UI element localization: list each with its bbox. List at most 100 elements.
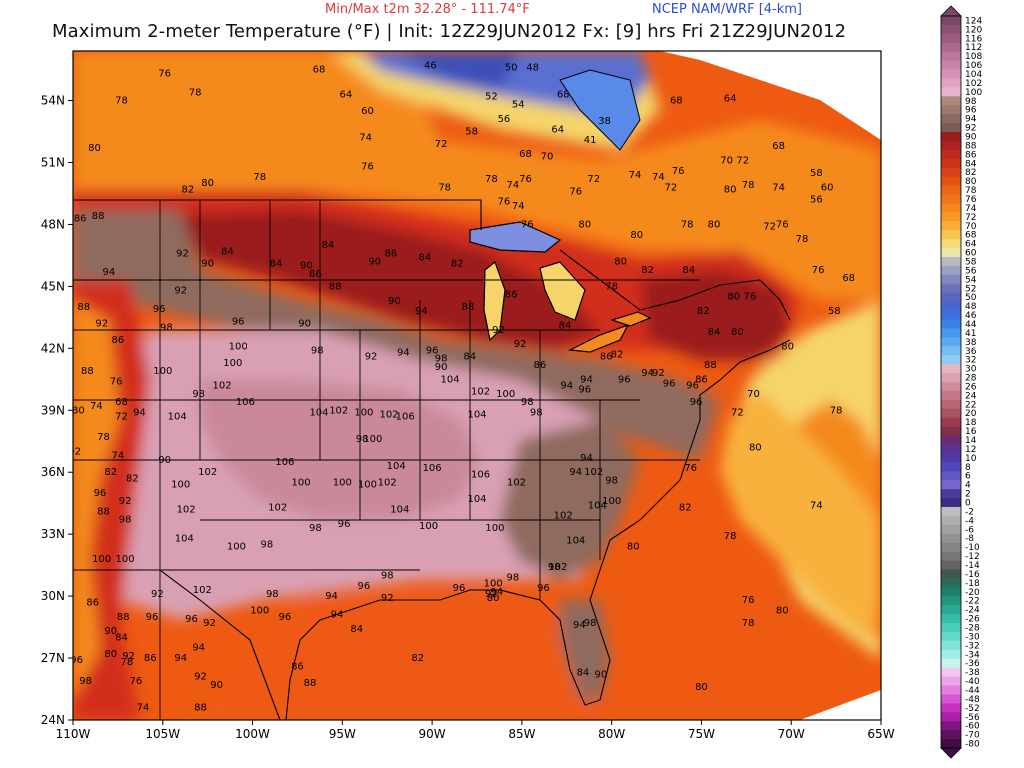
colorbar-swatch (941, 346, 961, 356)
colorbar-label: 36 (965, 347, 977, 357)
temperature-label: 80 (724, 184, 737, 195)
colorbar-swatch (941, 489, 961, 499)
colorbar-label: 102 (965, 79, 982, 89)
temperature-label: 58 (810, 168, 823, 179)
colorbar-label: 20 (965, 409, 977, 419)
colorbar-label: 70 (965, 222, 977, 232)
temperature-label: 88 (97, 506, 110, 517)
colorbar-swatch (941, 676, 961, 686)
temperature-label: 96 (232, 316, 245, 327)
temperature-label: 78 (253, 172, 266, 183)
temperature-label: 72 (731, 407, 744, 418)
temperature-label: 60 (821, 182, 834, 193)
colorbar-swatch (941, 560, 961, 570)
colorbar-label: -48 (965, 695, 980, 705)
colorbar-swatch (941, 685, 961, 695)
colorbar-label: 106 (965, 61, 982, 71)
lat-tick-label: 33N (41, 527, 65, 541)
colorbar-swatch (941, 51, 961, 61)
colorbar-swatch (941, 283, 961, 294)
temperature-label: 78 (681, 219, 694, 230)
colorbar-swatch (941, 328, 961, 338)
temperature-label: 102 (378, 478, 397, 489)
colorbar-swatch (941, 739, 961, 749)
lake-superior (469, 221, 562, 253)
colorbar-label: 76 (965, 195, 977, 205)
temperature-label: 78 (724, 531, 737, 542)
temperature-label: 92 (365, 352, 378, 363)
minmax-subtitle: Min/Max t2m 32.28° - 111.74°F (325, 2, 530, 17)
temperature-label: 80 (104, 649, 117, 660)
temperature-label: 68 (313, 65, 326, 76)
temperature-label: 86 (291, 661, 304, 672)
colorbar-swatch (941, 480, 961, 490)
temperature-label: 90 (595, 670, 608, 681)
temperature-label: 84 (419, 252, 432, 263)
state-lines-ew (73, 279, 700, 571)
temperature-label: 78 (742, 618, 755, 629)
temperature-label: 106 (236, 397, 255, 408)
colorbar-swatch (941, 239, 961, 249)
colorbar-swatch (941, 515, 961, 526)
temperature-label: 96 (686, 381, 699, 392)
temperature-label: 94 (397, 347, 410, 358)
temperature-label: 70 (541, 151, 554, 162)
temperature-label: 94 (560, 381, 573, 392)
temperature-label: 100 (333, 478, 352, 489)
colorbar-label: -6 (965, 525, 974, 535)
temperature-label: 90 (300, 261, 313, 272)
colorbar-label: 54 (965, 275, 977, 285)
temperature-label: 92 (95, 319, 108, 330)
lat-tick-label: 39N (41, 403, 65, 417)
temperature-label: 84 (221, 246, 234, 257)
colorbar-swatch (941, 60, 961, 70)
temperature-label: 92 (119, 496, 132, 507)
temperature-label: 90 (435, 362, 448, 373)
colorbar-swatch (941, 149, 961, 160)
temperature-label: 104 (441, 374, 460, 385)
colorbar-top-arrow (940, 5, 962, 17)
temperature-label: 104 (168, 411, 187, 422)
colorbar-swatch (941, 96, 961, 106)
temperature-label: 100 (227, 542, 246, 553)
temperature-label: 58 (465, 127, 478, 138)
colorbar-label: -52 (965, 704, 980, 714)
colorbar-swatch (941, 506, 961, 517)
region-brown-plains (73, 210, 720, 460)
temperature-label: 92 (514, 339, 527, 350)
temperature-label: 76 (110, 376, 123, 387)
temperature-label: 84 (115, 632, 128, 643)
colorbar-swatch (941, 524, 961, 535)
temperature-label: 106 (396, 411, 415, 422)
temperature-label: 92 (492, 325, 505, 336)
temperature-label: 82 (451, 259, 464, 270)
colorbar-swatch (941, 426, 961, 436)
temperature-label: 82 (641, 265, 654, 276)
temperature-label: 76 (361, 162, 374, 173)
colorbar-swatch (941, 382, 961, 392)
colorbar-label: 38 (965, 338, 977, 348)
temperature-label: 86 (505, 290, 518, 301)
colorbar-label: 46 (965, 311, 977, 321)
temperature-label: 102 (212, 381, 231, 392)
colorbar-label: 48 (965, 302, 977, 312)
colorbar-label: 60 (965, 249, 977, 259)
colorbar-label: 24 (965, 391, 977, 401)
temperature-label: 92 (122, 651, 135, 662)
colorbar-label: 58 (965, 257, 977, 267)
lon-tick-label: 75W (688, 727, 715, 741)
temperature-label: 94 (641, 368, 654, 379)
colorbar-swatch (941, 292, 961, 302)
temperature-label: 98 (605, 475, 618, 486)
colorbar-label: -36 (965, 659, 980, 669)
temperature-label: 76 (519, 174, 532, 185)
temperature-label: 46 (424, 60, 437, 71)
colorbar-label: -80 (965, 740, 980, 750)
temperature-label: 68 (557, 89, 570, 100)
colorbar-label: 124 (965, 16, 982, 26)
lon-tick-label: 65W (867, 727, 894, 741)
colorbar-label: -2 (965, 507, 974, 517)
colorbar-swatch (941, 658, 961, 668)
temperature-label: 96 (70, 655, 83, 666)
temperature-label: 90 (210, 680, 223, 691)
